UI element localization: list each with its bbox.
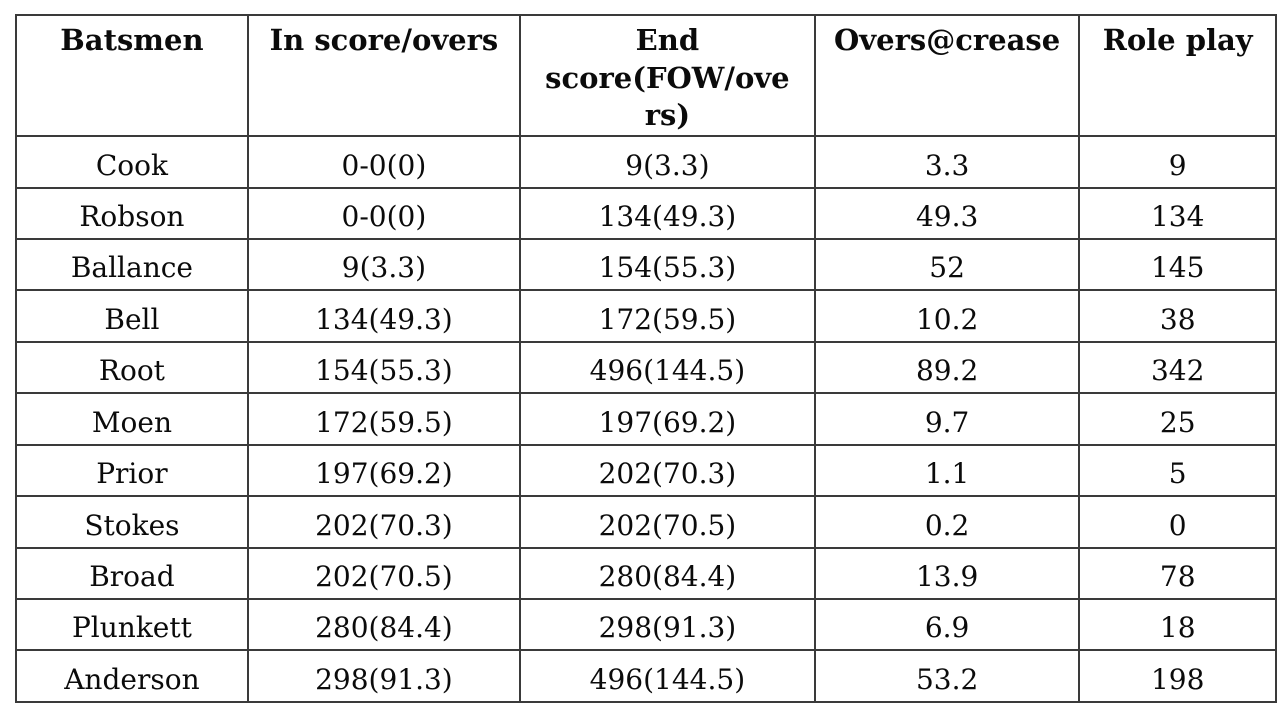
cell-overs-at-crease: 13.9: [813, 546, 1081, 601]
column-header-overs-at-crease: Overs@crease: [813, 13, 1081, 138]
table-row: Plunkett 280(84.4) 298(91.3) 6.9 18: [15, 597, 1277, 652]
table-row: Root 154(55.3) 496(144.5) 89.2 342: [15, 340, 1277, 395]
cell-overs-at-crease: 3.3: [813, 135, 1081, 189]
batting-stats-table-container: Batsmen In score/overs End score(FOW/ove…: [15, 13, 1277, 703]
table-row: Bell 134(49.3) 172(59.5) 10.2 38: [15, 289, 1277, 343]
column-header-batsmen: Batsmen: [15, 13, 249, 138]
table-row: Cook 0-0(0) 9(3.3) 3.3 9: [15, 135, 1277, 189]
cell-overs-at-crease: 53.2: [813, 649, 1081, 703]
table-row: Prior 197(69.2) 202(70.3) 1.1 5: [15, 443, 1277, 498]
cell-batsman: Root: [15, 340, 249, 395]
cell-batsman: Plunkett: [15, 597, 249, 652]
cell-overs-at-crease: 49.3: [813, 186, 1081, 240]
table-header-row: Batsmen In score/overs End score(FOW/ove…: [15, 13, 1277, 138]
cell-end-score: 496(144.5): [518, 340, 816, 395]
cell-role-play: 38: [1078, 289, 1277, 343]
cell-in-score: 134(49.3): [246, 289, 521, 343]
cell-in-score: 280(84.4): [246, 597, 521, 652]
cell-in-score: 9(3.3): [246, 237, 521, 292]
cell-batsman: Ballance: [15, 237, 249, 292]
table-row: Moen 172(59.5) 197(69.2) 9.7 25: [15, 392, 1277, 446]
column-header-role-play: Role play: [1078, 13, 1277, 138]
cell-end-score: 154(55.3): [518, 237, 816, 292]
cell-in-score: 172(59.5): [246, 392, 521, 446]
cell-batsman: Anderson: [15, 649, 249, 703]
cell-overs-at-crease: 0.2: [813, 495, 1081, 549]
column-header-end-score: End score(FOW/overs): [518, 13, 816, 138]
cell-overs-at-crease: 52: [813, 237, 1081, 292]
cell-overs-at-crease: 1.1: [813, 443, 1081, 498]
cell-batsman: Cook: [15, 135, 249, 189]
cell-in-score: 0-0(0): [246, 186, 521, 240]
cell-end-score: 298(91.3): [518, 597, 816, 652]
cell-in-score: 154(55.3): [246, 340, 521, 395]
cell-in-score: 298(91.3): [246, 649, 521, 703]
cell-batsman: Broad: [15, 546, 249, 601]
cell-overs-at-crease: 89.2: [813, 340, 1081, 395]
cell-role-play: 25: [1078, 392, 1277, 446]
cell-in-score: 202(70.3): [246, 495, 521, 549]
cell-role-play: 78: [1078, 546, 1277, 601]
cell-end-score: 202(70.5): [518, 495, 816, 549]
table-row: Robson 0-0(0) 134(49.3) 49.3 134: [15, 186, 1277, 240]
cell-role-play: 198: [1078, 649, 1277, 703]
cell-end-score: 202(70.3): [518, 443, 816, 498]
cell-end-score: 280(84.4): [518, 546, 816, 601]
column-header-in-score: In score/overs: [246, 13, 521, 138]
cell-role-play: 0: [1078, 495, 1277, 549]
cell-role-play: 145: [1078, 237, 1277, 292]
cell-role-play: 134: [1078, 186, 1277, 240]
table-row: Ballance 9(3.3) 154(55.3) 52 145: [15, 237, 1277, 292]
cell-in-score: 197(69.2): [246, 443, 521, 498]
cell-batsman: Bell: [15, 289, 249, 343]
cell-batsman: Robson: [15, 186, 249, 240]
cell-batsman: Moen: [15, 392, 249, 446]
table-row: Anderson 298(91.3) 496(144.5) 53.2 198: [15, 649, 1277, 703]
cell-in-score: 202(70.5): [246, 546, 521, 601]
cell-end-score: 496(144.5): [518, 649, 816, 703]
cell-overs-at-crease: 6.9: [813, 597, 1081, 652]
cell-batsman: Prior: [15, 443, 249, 498]
table-row: Broad 202(70.5) 280(84.4) 13.9 78: [15, 546, 1277, 601]
cell-overs-at-crease: 10.2: [813, 289, 1081, 343]
cell-end-score: 134(49.3): [518, 186, 816, 240]
batting-stats-table: Batsmen In score/overs End score(FOW/ove…: [15, 13, 1277, 703]
cell-end-score: 9(3.3): [518, 135, 816, 189]
table-row: Stokes 202(70.3) 202(70.5) 0.2 0: [15, 495, 1277, 549]
cell-role-play: 342: [1078, 340, 1277, 395]
cell-end-score: 197(69.2): [518, 392, 816, 446]
cell-in-score: 0-0(0): [246, 135, 521, 189]
cell-role-play: 18: [1078, 597, 1277, 652]
cell-batsman: Stokes: [15, 495, 249, 549]
cell-end-score: 172(59.5): [518, 289, 816, 343]
cell-role-play: 5: [1078, 443, 1277, 498]
cell-role-play: 9: [1078, 135, 1277, 189]
cell-overs-at-crease: 9.7: [813, 392, 1081, 446]
